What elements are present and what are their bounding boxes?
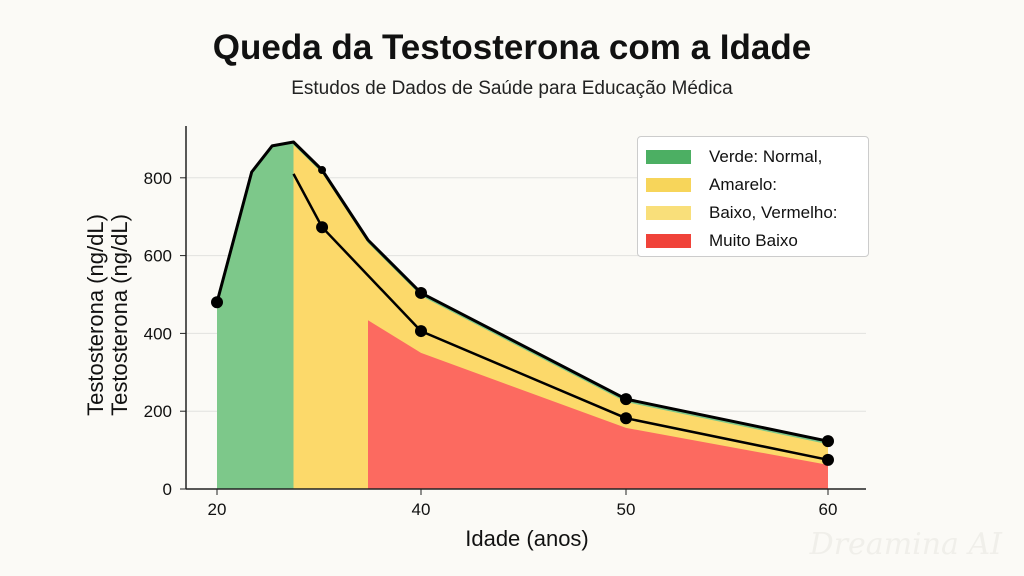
y-axis-label: Testosterona (ng/dL): [83, 214, 108, 416]
upper-data-point: [620, 393, 632, 406]
legend-item: Baixo, Vermelho:: [646, 199, 868, 227]
legend-swatch: [646, 206, 691, 220]
legend-label: Amarelo:: [709, 175, 778, 194]
x-tick-label: 40: [412, 500, 431, 519]
green-zone-area: [217, 142, 294, 489]
y-tick-label: 0: [163, 480, 172, 499]
legend-swatch: [646, 234, 691, 248]
red-zone-area: [368, 320, 828, 489]
upper-data-point: [822, 435, 834, 448]
y-tick-label: 400: [144, 324, 172, 343]
legend-item: Muito Baixo: [646, 227, 868, 255]
y-tick-label: 600: [144, 247, 172, 266]
upper-data-point: [318, 166, 327, 175]
x-axis-label: Idade (anos): [465, 526, 589, 551]
lower-data-point: [415, 325, 427, 338]
y-tick-label: 200: [144, 402, 172, 421]
legend-swatch: [646, 150, 691, 164]
legend-label: Baixo, Vermelho:: [709, 203, 838, 222]
x-tick-label: 50: [617, 500, 636, 519]
legend-swatch: [646, 178, 691, 192]
x-tick-label: 60: [819, 500, 838, 519]
y-axis-label-repeat: Testosterona (ng/dL): [107, 214, 132, 416]
lower-data-point: [316, 221, 329, 234]
lower-data-point: [620, 412, 632, 425]
legend-item: Verde: Normal,: [646, 143, 868, 171]
chart-subtitle: Estudos de Dados de Saúde para Educação …: [291, 78, 733, 99]
watermark-logo: Dreamina AI: [809, 527, 1002, 562]
legend-label: Verde: Normal,: [709, 147, 823, 166]
legend-label: Muito Baixo: [709, 231, 798, 250]
x-tick-label: 20: [208, 500, 227, 519]
upper-data-point: [211, 296, 223, 309]
upper-data-point: [415, 286, 427, 299]
legend: Verde: Normal, Amarelo: Baixo, Vermelho:…: [637, 136, 869, 257]
chart-title: Queda da Testosterona com a Idade: [212, 28, 812, 67]
lower-data-point: [822, 453, 834, 466]
y-tick-label: 800: [144, 169, 172, 188]
legend-item: Amarelo:: [646, 171, 868, 199]
